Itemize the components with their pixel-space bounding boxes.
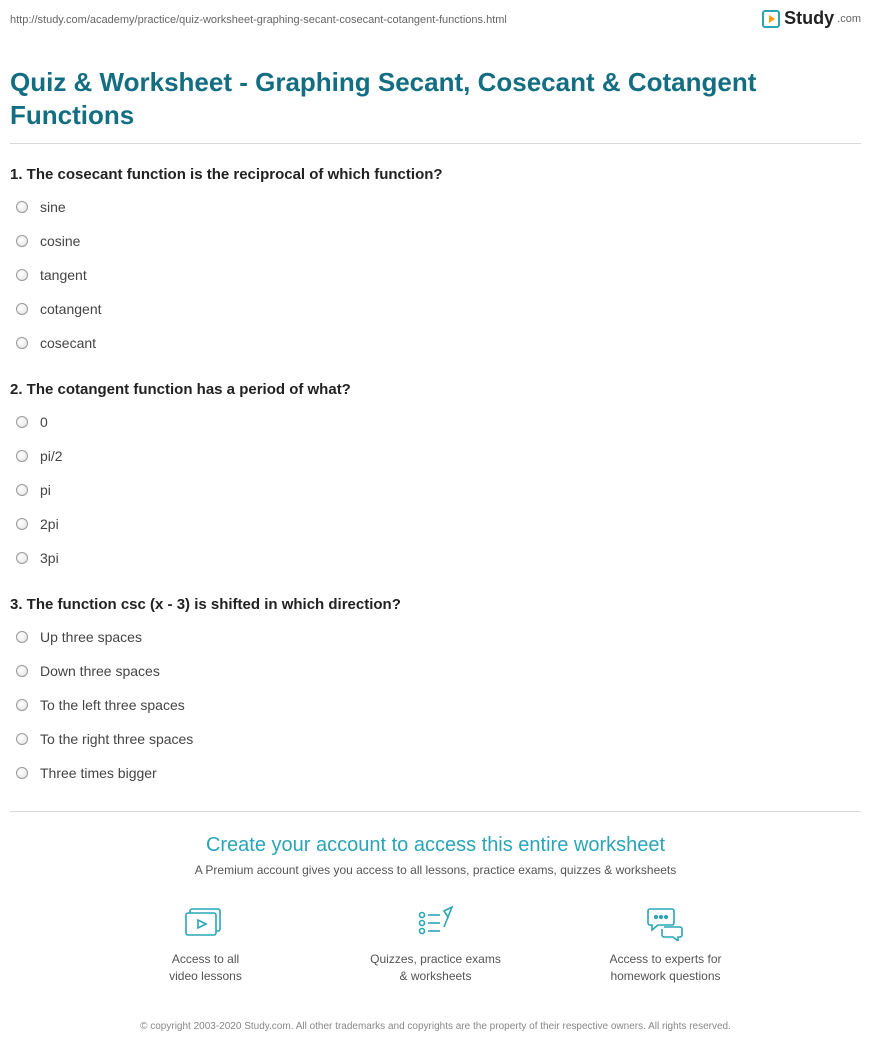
answer-option[interactable]: Down three spaces xyxy=(16,663,861,679)
option-label: cosecant xyxy=(40,335,96,351)
answer-option[interactable]: Up three spaces xyxy=(16,629,861,645)
answer-option[interactable]: sine xyxy=(16,199,861,215)
page-title: Quiz & Worksheet - Graphing Secant, Cose… xyxy=(10,66,861,131)
option-label: 0 xyxy=(40,414,48,430)
answer-option[interactable]: 3pi xyxy=(16,550,861,566)
answer-option[interactable]: 0 xyxy=(16,414,861,430)
cta-subtitle: A Premium account gives you access to al… xyxy=(10,863,861,877)
radio-icon[interactable] xyxy=(16,699,28,711)
radio-icon[interactable] xyxy=(16,767,28,779)
option-label: pi xyxy=(40,482,51,498)
radio-icon[interactable] xyxy=(16,235,28,247)
benefit-line: Access to experts for xyxy=(609,951,721,968)
brand-logo[interactable]: Study.com xyxy=(762,8,861,29)
radio-icon[interactable] xyxy=(16,484,28,496)
question-block: 3. The function csc (x - 3) is shifted i… xyxy=(10,596,861,781)
question-text: 1. The cosecant function is the reciproc… xyxy=(10,166,861,183)
radio-icon[interactable] xyxy=(16,665,28,677)
page-url: http://study.com/academy/practice/quiz-w… xyxy=(10,10,507,36)
radio-icon[interactable] xyxy=(16,337,28,349)
question-text: 2. The cotangent function has a period o… xyxy=(10,381,861,398)
question-block: 2. The cotangent function has a period o… xyxy=(10,381,861,566)
chat-icon xyxy=(644,905,688,941)
option-label: sine xyxy=(40,199,66,215)
video-icon xyxy=(184,905,228,941)
radio-icon[interactable] xyxy=(16,518,28,530)
radio-icon[interactable] xyxy=(16,303,28,315)
answer-option[interactable]: To the right three spaces xyxy=(16,731,861,747)
radio-icon[interactable] xyxy=(16,269,28,281)
answer-option[interactable]: 2pi xyxy=(16,516,861,532)
brand-suffix: .com xyxy=(837,13,861,25)
benefit-line: video lessons xyxy=(169,968,242,985)
option-label: 3pi xyxy=(40,550,59,566)
radio-icon[interactable] xyxy=(16,552,28,564)
radio-icon[interactable] xyxy=(16,416,28,428)
option-label: tangent xyxy=(40,267,87,283)
answer-option[interactable]: cotangent xyxy=(16,301,861,317)
benefit-videos: Access to all video lessons xyxy=(131,905,281,985)
play-icon xyxy=(762,10,780,28)
answer-option[interactable]: pi/2 xyxy=(16,448,861,464)
option-label: Down three spaces xyxy=(40,663,160,679)
answer-option[interactable]: cosecant xyxy=(16,335,861,351)
copyright-text: © copyright 2003-2020 Study.com. All oth… xyxy=(10,1019,861,1034)
title-divider xyxy=(10,143,861,144)
cta-section: Create your account to access this entir… xyxy=(10,811,861,1034)
option-label: Three times bigger xyxy=(40,765,157,781)
option-label: To the right three spaces xyxy=(40,731,193,747)
option-label: pi/2 xyxy=(40,448,63,464)
brand-name: Study xyxy=(784,8,834,29)
question-block: 1. The cosecant function is the reciproc… xyxy=(10,166,861,351)
radio-icon[interactable] xyxy=(16,450,28,462)
question-text: 3. The function csc (x - 3) is shifted i… xyxy=(10,596,861,613)
option-label: 2pi xyxy=(40,516,59,532)
answer-option[interactable]: pi xyxy=(16,482,861,498)
cta-title: Create your account to access this entir… xyxy=(10,834,861,857)
answer-option[interactable]: To the left three spaces xyxy=(16,697,861,713)
radio-icon[interactable] xyxy=(16,733,28,745)
answer-option[interactable]: tangent xyxy=(16,267,861,283)
radio-icon[interactable] xyxy=(16,631,28,643)
benefit-line: homework questions xyxy=(609,968,721,985)
radio-icon[interactable] xyxy=(16,201,28,213)
option-label: cotangent xyxy=(40,301,102,317)
benefit-line: Access to all xyxy=(169,951,242,968)
benefit-experts: Access to experts for homework questions xyxy=(591,905,741,985)
checklist-icon xyxy=(414,905,458,941)
option-label: Up three spaces xyxy=(40,629,142,645)
benefit-line: Quizzes, practice exams xyxy=(370,951,501,968)
benefit-quizzes: Quizzes, practice exams & worksheets xyxy=(361,905,511,985)
option-label: cosine xyxy=(40,233,80,249)
option-label: To the left three spaces xyxy=(40,697,185,713)
benefit-line: & worksheets xyxy=(370,968,501,985)
answer-option[interactable]: cosine xyxy=(16,233,861,249)
answer-option[interactable]: Three times bigger xyxy=(16,765,861,781)
